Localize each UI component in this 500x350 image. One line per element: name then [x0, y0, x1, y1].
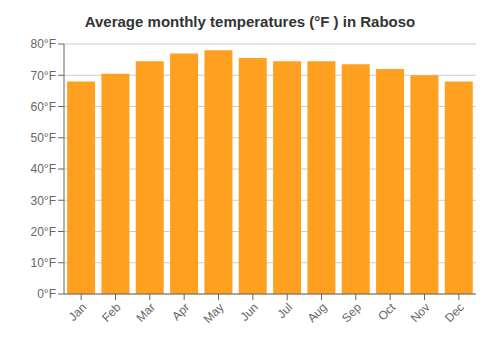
svg-text:Mar: Mar — [133, 300, 158, 325]
svg-text:Aug: Aug — [305, 300, 330, 325]
svg-text:50°F: 50°F — [31, 131, 56, 145]
svg-text:40°F: 40°F — [31, 162, 56, 176]
svg-text:Jun: Jun — [237, 300, 261, 324]
svg-text:Nov: Nov — [408, 300, 433, 325]
svg-text:Oct: Oct — [375, 300, 399, 324]
svg-text:30°F: 30°F — [31, 194, 56, 208]
svg-text:80°F: 80°F — [31, 37, 56, 51]
html-text:Average monthly temperatures (: Average monthly temperatures (°F ) in Ra… — [84, 13, 416, 30]
svg-text:10°F: 10°F — [31, 256, 56, 270]
svg-text:60°F: 60°F — [31, 100, 56, 114]
svg-text:0°F: 0°F — [37, 287, 56, 301]
svg-text:20°F: 20°F — [31, 225, 56, 239]
svg-text:May: May — [201, 300, 227, 326]
svg-text:Jan: Jan — [66, 300, 90, 324]
svg-text:Dec: Dec — [442, 300, 467, 325]
svg-text:Jul: Jul — [275, 300, 296, 321]
svg-text:Feb: Feb — [99, 300, 124, 325]
svg-text:70°F: 70°F — [31, 69, 56, 83]
svg-text:Sep: Sep — [339, 300, 364, 325]
svg-text:Apr: Apr — [169, 300, 192, 323]
